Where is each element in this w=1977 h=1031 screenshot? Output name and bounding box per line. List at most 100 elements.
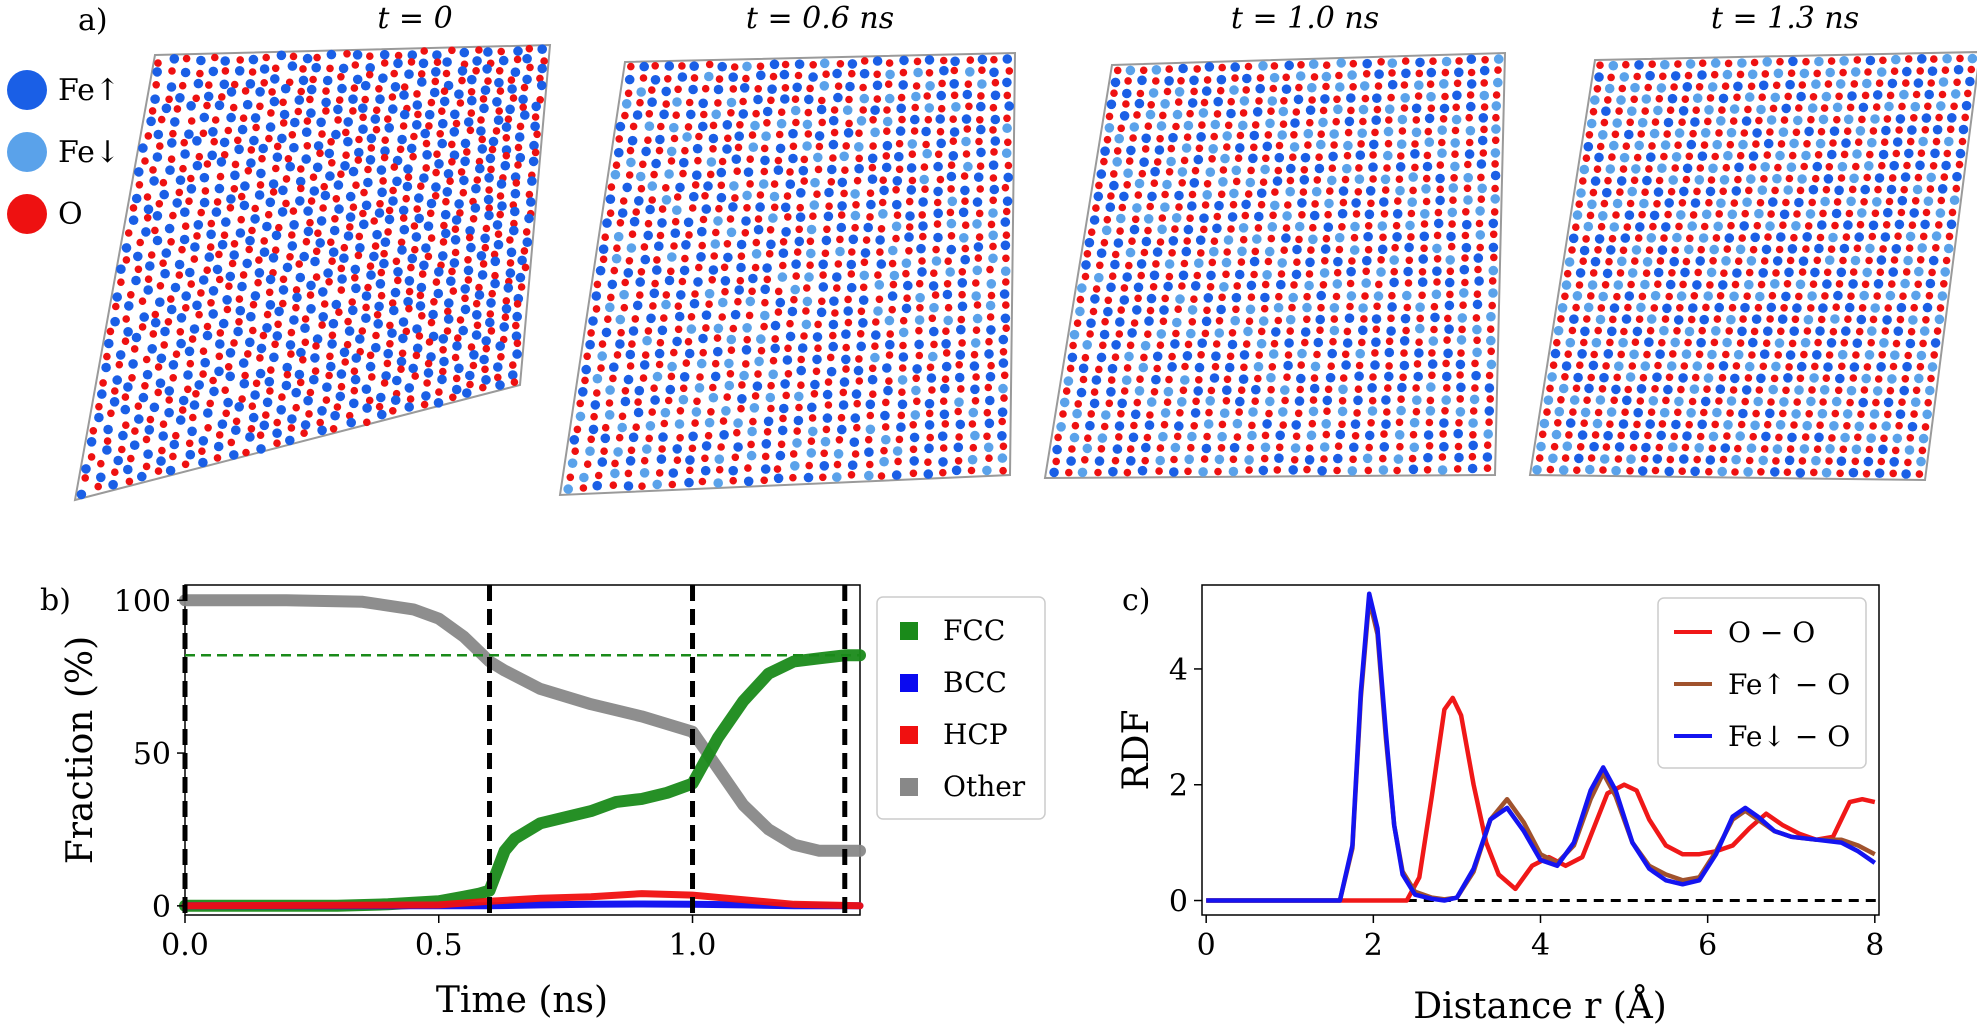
atom-fe-up bbox=[655, 134, 665, 145]
atom-o bbox=[1927, 374, 1935, 383]
atom-o bbox=[961, 244, 970, 253]
atom-fe-up bbox=[1798, 256, 1809, 267]
atom-fe-down bbox=[1758, 455, 1768, 466]
atom-o bbox=[1152, 260, 1160, 268]
atom-o bbox=[777, 108, 786, 116]
atom-o bbox=[1377, 255, 1385, 264]
x-tick-label: 2 bbox=[1364, 928, 1383, 963]
atom-fe-down bbox=[1938, 77, 1949, 87]
atom-o bbox=[1798, 268, 1807, 276]
atom-fe-down bbox=[882, 116, 893, 127]
atom-o bbox=[910, 127, 919, 135]
atom-fe-up bbox=[1905, 338, 1916, 349]
atom-o bbox=[1918, 446, 1927, 455]
atom-fe-up bbox=[211, 207, 222, 217]
atom-o bbox=[312, 247, 321, 256]
atom-fe-up bbox=[469, 350, 479, 360]
atom-fe-down bbox=[1937, 291, 1948, 301]
atom-o bbox=[705, 300, 713, 309]
atom-o bbox=[103, 437, 112, 445]
atom-fe-up bbox=[1734, 162, 1744, 173]
atom-fe-up bbox=[144, 425, 155, 435]
atom-fe-up bbox=[1642, 175, 1652, 186]
atom-o bbox=[124, 229, 133, 237]
atom-fe-up bbox=[170, 282, 181, 293]
atom-o bbox=[1079, 375, 1088, 384]
atom-fe-up bbox=[399, 109, 410, 120]
atom-fe-down bbox=[1636, 302, 1646, 313]
atom-fe-down bbox=[575, 411, 586, 422]
atom-fe-down bbox=[661, 299, 671, 310]
atom-fe-down bbox=[1389, 255, 1399, 265]
atom-o bbox=[977, 92, 985, 100]
atom-fe-up bbox=[1346, 266, 1356, 277]
atom-o bbox=[1771, 186, 1779, 195]
atom-fe-down bbox=[713, 323, 724, 334]
atom-o bbox=[295, 260, 304, 268]
atom-o bbox=[1762, 339, 1771, 348]
atom-fe-up bbox=[1456, 382, 1466, 393]
atom-fe-up bbox=[1482, 452, 1493, 462]
atom-fe-up bbox=[344, 326, 355, 336]
atom-o bbox=[616, 219, 625, 227]
atom-fe-down bbox=[1612, 198, 1623, 209]
atom-o bbox=[1722, 163, 1731, 172]
atom-fe-up bbox=[1201, 443, 1212, 454]
atom-o bbox=[1674, 141, 1682, 149]
atom-o bbox=[335, 308, 343, 317]
atom-fe-up bbox=[701, 441, 712, 451]
atom-o bbox=[685, 98, 694, 107]
atom-fe-up bbox=[334, 204, 344, 214]
atom-fe-down bbox=[1378, 465, 1389, 475]
atom-o bbox=[211, 116, 220, 124]
atom-fe-up bbox=[1109, 180, 1119, 191]
atom-fe-up bbox=[1680, 267, 1690, 278]
atom-fe-up bbox=[322, 382, 332, 393]
atom-fe-up bbox=[1089, 215, 1100, 225]
atom-fe-up bbox=[471, 183, 481, 194]
atom-fe-up bbox=[1575, 268, 1586, 278]
atom-o bbox=[1149, 283, 1158, 291]
atom-fe-up bbox=[670, 228, 681, 238]
atom-o bbox=[1743, 292, 1751, 301]
atom-fe-down bbox=[1710, 58, 1721, 68]
atom-o bbox=[371, 242, 380, 250]
atom-o bbox=[258, 154, 266, 163]
atom-o bbox=[601, 423, 610, 432]
atom-fe-up bbox=[1364, 209, 1375, 220]
atom-fe-up bbox=[289, 220, 299, 230]
atom-o bbox=[375, 402, 384, 411]
atom-o bbox=[159, 259, 167, 268]
atom-o bbox=[641, 351, 650, 359]
atom-o bbox=[1251, 247, 1260, 256]
atom-fe-up bbox=[1657, 245, 1668, 255]
atom-o bbox=[385, 206, 394, 215]
atom-fe-up bbox=[605, 194, 616, 204]
atom-fe-down bbox=[1407, 197, 1417, 207]
atom-o bbox=[1125, 261, 1133, 270]
atom-fe-down bbox=[1479, 90, 1490, 101]
atom-fe-up bbox=[654, 348, 665, 359]
atom-o bbox=[1865, 445, 1874, 454]
atom-o bbox=[984, 383, 993, 392]
atom-o bbox=[213, 198, 222, 206]
atom-fe-up bbox=[1848, 467, 1859, 478]
atom-fe-up bbox=[240, 181, 250, 191]
atom-o bbox=[1113, 147, 1122, 155]
atom-o bbox=[237, 192, 246, 201]
atom-fe-up bbox=[1865, 55, 1876, 66]
atom-fe-up bbox=[147, 344, 157, 354]
atom-fe-up bbox=[1322, 395, 1333, 406]
atom-o bbox=[198, 447, 206, 456]
atom-fe-up bbox=[1119, 295, 1130, 305]
atom-o bbox=[478, 135, 487, 144]
atom-o bbox=[388, 93, 397, 101]
atom-fe-down bbox=[1587, 199, 1597, 210]
atom-o bbox=[1002, 207, 1011, 216]
atom-o bbox=[1670, 83, 1678, 91]
atom-fe-up bbox=[781, 227, 791, 237]
legend-marker-fe-down bbox=[7, 132, 47, 172]
atom-o bbox=[651, 279, 659, 288]
atom-fe-up bbox=[1601, 106, 1611, 116]
atom-o bbox=[1854, 138, 1863, 146]
